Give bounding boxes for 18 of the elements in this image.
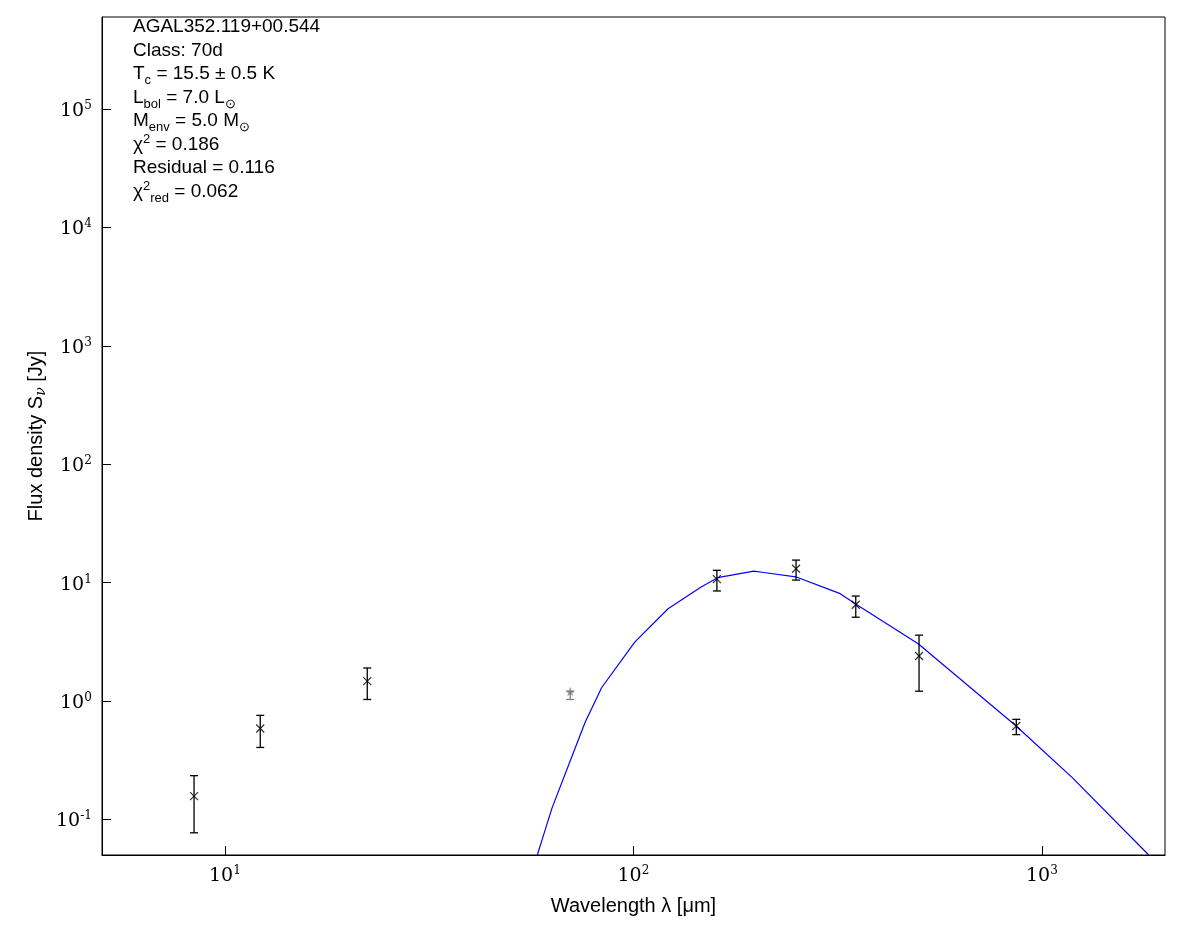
y-tick-label: 10$^{5}$ — [60, 97, 92, 121]
y-tick-label: 10$^{4}$ — [60, 216, 92, 239]
annotation: AGAL352.119+00.544 — [133, 14, 321, 38]
x-tick-label: 10$^{2}$ — [617, 862, 650, 885]
annotation: Residual = 0.116 — [133, 155, 276, 179]
annotation: L$_{bol}$ = 7.0 L$_{⊙}$ — [133, 85, 236, 111]
x-axis-title: Wavelength λ [μm] — [550, 894, 717, 916]
y-tick-label: 10$^{-1}$ — [56, 808, 92, 831]
y-tick-label: 10$^{1}$ — [60, 571, 92, 594]
y-axis-title: Flux density Sν [Jy] — [24, 350, 48, 522]
y-tick-label: 10$^{3}$ — [60, 334, 92, 357]
x-tick-label: 10$^{3}$ — [1026, 862, 1058, 885]
x-tick-label: 10$^{1}$ — [208, 862, 241, 885]
annotation: χ$^{2}$$_{red}$ = 0.062 — [133, 177, 240, 205]
annotation: T$_{c}$ = 15.5 ± 0.5 K — [133, 61, 277, 87]
annotation: Class: 70d — [133, 37, 224, 61]
y-tick-label: 10$^{0}$ — [60, 689, 92, 712]
y-tick-label: 10$^{2}$ — [60, 452, 92, 476]
